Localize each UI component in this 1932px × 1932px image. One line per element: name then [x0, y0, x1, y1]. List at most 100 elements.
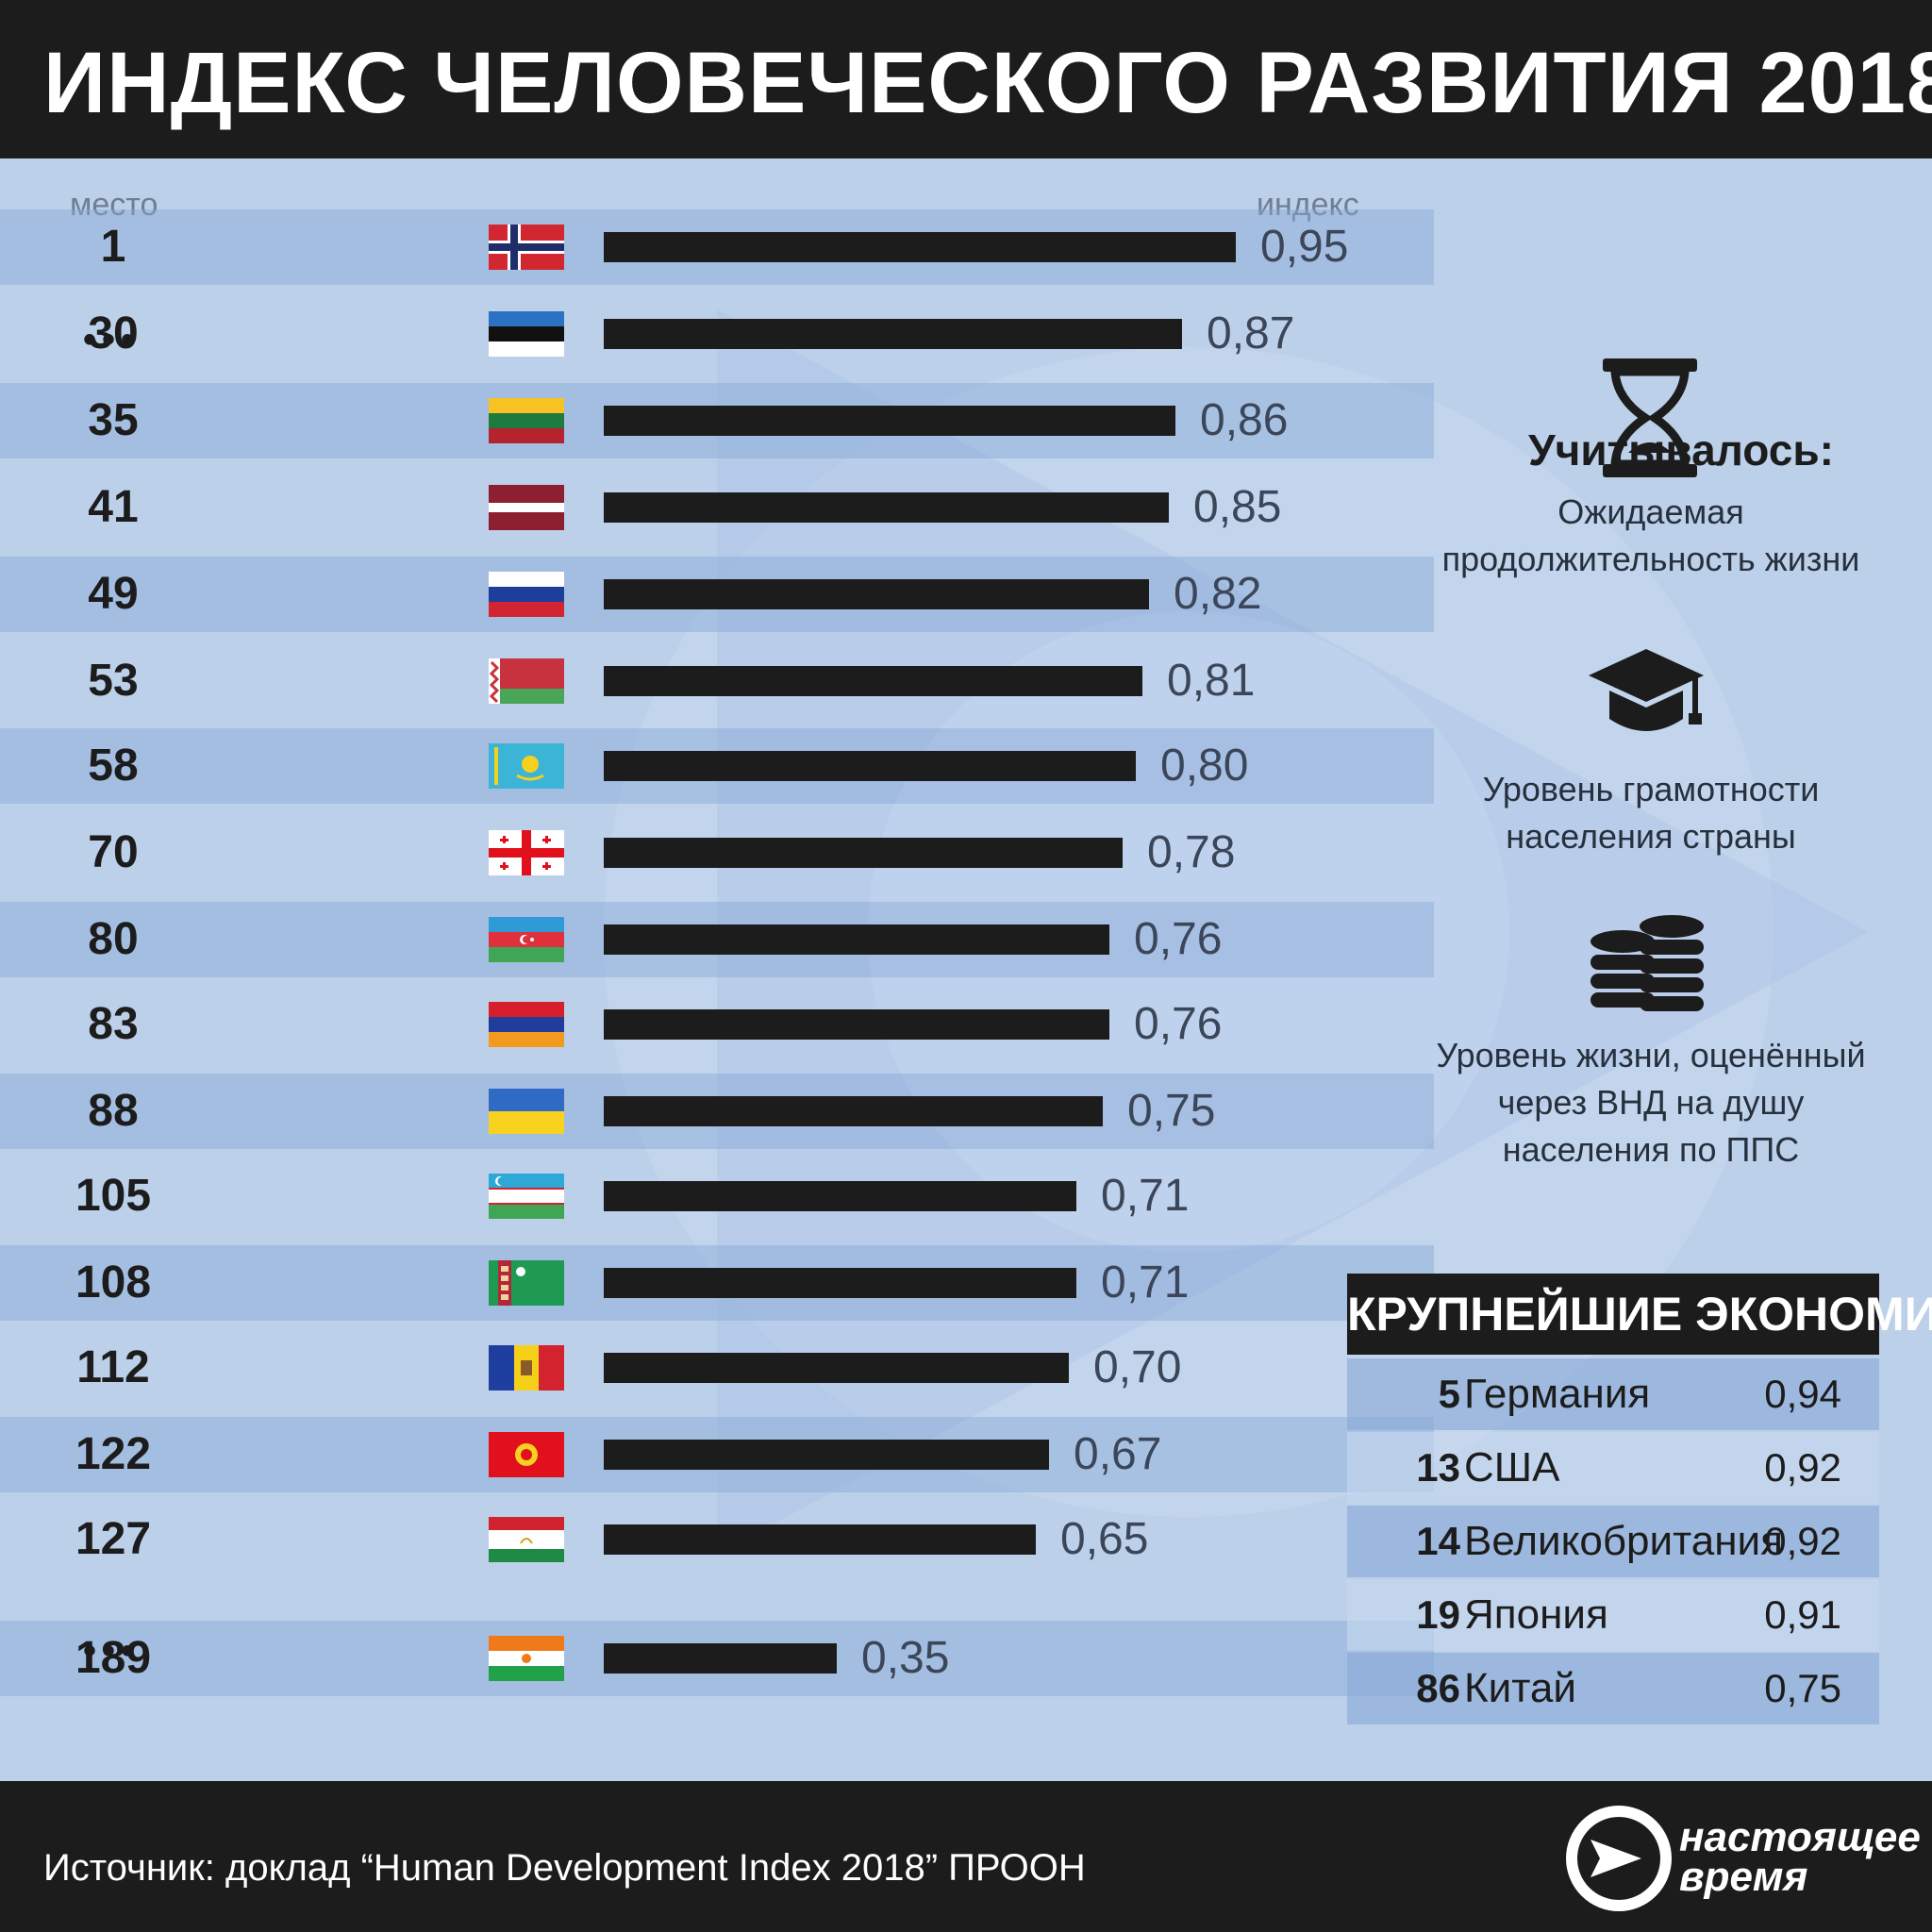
latvia-flag-icon	[489, 485, 564, 530]
economy-rank: 13	[1416, 1445, 1460, 1490]
bar	[604, 1643, 837, 1674]
bar	[604, 924, 1109, 955]
niger-flag-icon	[489, 1636, 564, 1681]
rank-label: 108	[75, 1257, 152, 1307]
kyrgyzstan-flag-icon	[489, 1432, 564, 1477]
belarus-flag-icon	[489, 658, 564, 704]
logo-text-line1: настоящее	[1679, 1814, 1921, 1860]
factor-life-expectancy: Ожидаемая продолжительность жизни	[1434, 489, 1868, 583]
graduation-cap-icon	[1589, 649, 1704, 731]
bar-row: 189Нигер0,35	[0, 1621, 1434, 1696]
economy-row: 13 США 0,92	[1347, 1432, 1879, 1504]
economy-row: 86 Китай 0,75	[1347, 1653, 1879, 1724]
economy-row: 14 Великобритания 0,92	[1347, 1506, 1879, 1577]
factor-living-standard: Уровень жизни, оценённый через ВНД на ду…	[1434, 1032, 1868, 1174]
economy-rank: 86	[1416, 1666, 1460, 1710]
norway-flag-icon	[489, 225, 564, 270]
economy-country: Япония	[1464, 1591, 1608, 1638]
bar-row: 80Азербайджан0,76	[0, 902, 1434, 977]
rank-label: 112	[76, 1342, 150, 1392]
bar	[604, 492, 1169, 523]
bar-row: 83Армения0,76	[0, 987, 1434, 1062]
caption-line: Уровень грамотности	[1482, 770, 1820, 808]
moldova-flag-icon	[489, 1345, 564, 1391]
coins-icon	[1591, 915, 1704, 1011]
tajikistan-flag-icon	[489, 1517, 564, 1562]
value-label: 0,71	[1101, 1257, 1190, 1307]
economy-value: 0,75	[1764, 1666, 1841, 1710]
caption-line: через ВНД на душу	[1497, 1083, 1805, 1122]
bar-row: 70Грузия0,78	[0, 815, 1434, 891]
bar	[604, 1096, 1103, 1126]
bar	[604, 1009, 1109, 1040]
bar	[604, 1440, 1049, 1470]
value-label: 0,35	[861, 1633, 950, 1683]
bar	[604, 406, 1175, 436]
armenia-flag-icon	[489, 1002, 564, 1047]
bar-row: 112Молдова0,70	[0, 1330, 1434, 1406]
uzbekistan-flag-icon	[489, 1174, 564, 1219]
rank-label: 53	[88, 656, 139, 706]
rank-label: 35	[88, 395, 139, 445]
economy-row: 5 Германия 0,94	[1347, 1358, 1879, 1430]
value-label: 0,71	[1101, 1171, 1190, 1221]
rank-label: 83	[88, 999, 139, 1049]
rank-label: 70	[88, 827, 139, 877]
ellipsis: •••	[83, 319, 141, 360]
bar	[604, 838, 1123, 868]
rank-column-label: место	[70, 187, 158, 223]
azerbaijan-flag-icon	[489, 917, 564, 962]
bar-row: 122Кыргызстан0,67	[0, 1417, 1434, 1492]
value-label: 0,86	[1200, 395, 1289, 445]
value-label: 0,65	[1060, 1514, 1149, 1564]
footer: Источник: доклад “Human Development Inde…	[0, 1781, 1932, 1932]
value-label: 0,80	[1160, 741, 1249, 791]
rank-label: 30	[88, 308, 139, 358]
economy-rank: 19	[1416, 1592, 1460, 1637]
value-label: 0,78	[1147, 827, 1236, 877]
bar-row: 1Норвегия0,95	[0, 209, 1434, 285]
chart-area: место индекс 1Норвегия0,9530Эстония0,873…	[0, 158, 1932, 1781]
page-title: ИНДЕКС ЧЕЛОВЕЧЕСКОГО РАЗВИТИЯ 2018	[43, 35, 1932, 131]
rank-label: 105	[75, 1171, 152, 1221]
bar-row: 41Латвия0,85	[0, 470, 1434, 545]
caption-line: населения страны	[1506, 817, 1796, 856]
value-label: 0,70	[1093, 1342, 1182, 1392]
caption-line: населения по ППС	[1502, 1130, 1800, 1169]
bar	[604, 579, 1149, 609]
ukraine-flag-icon	[489, 1089, 564, 1134]
hourglass-icon	[1603, 358, 1697, 477]
bar	[604, 666, 1142, 696]
economy-rank: 5	[1438, 1372, 1460, 1416]
bar-row: 108Туркменистан0,71	[0, 1245, 1434, 1321]
caption-line: Уровень жизни, оценённый	[1436, 1036, 1866, 1074]
bar	[604, 1353, 1069, 1383]
economy-value: 0,94	[1764, 1372, 1841, 1416]
rank-label: 88	[88, 1086, 139, 1136]
bar	[604, 1181, 1076, 1211]
bar	[604, 751, 1136, 781]
logo-icon	[1566, 1806, 1672, 1911]
caption-line: Ожидаемая	[1557, 492, 1744, 531]
bar	[604, 319, 1182, 349]
rank-label: 127	[75, 1514, 152, 1564]
bar-row: 35Литва0,86	[0, 383, 1434, 458]
bar	[604, 1524, 1036, 1555]
economy-row: 19 Япония 0,91	[1347, 1579, 1879, 1651]
value-label: 0,67	[1074, 1429, 1162, 1479]
bar-row: 105Узбекистан0,71	[0, 1158, 1434, 1234]
bar-row: 49Россия0,82	[0, 557, 1434, 632]
ellipsis: •••	[83, 1630, 141, 1672]
economy-country: Китай	[1464, 1665, 1576, 1711]
bar-row: 127Таджикистан0,65	[0, 1502, 1434, 1577]
value-label: 0,81	[1167, 656, 1256, 706]
kazakhstan-flag-icon	[489, 743, 564, 789]
value-label: 0,95	[1260, 222, 1349, 272]
value-label: 0,85	[1193, 482, 1282, 532]
economy-value: 0,92	[1764, 1519, 1841, 1563]
rank-label: 80	[88, 914, 139, 964]
economies-title: КРУПНЕЙШИЕ ЭКОНОМИКИ	[1347, 1274, 1932, 1355]
source-text: Источник: доклад “Human Development Inde…	[43, 1847, 1086, 1889]
economy-country: Великобритания	[1464, 1518, 1783, 1564]
factor-literacy: Уровень грамотности населения страны	[1434, 766, 1868, 860]
